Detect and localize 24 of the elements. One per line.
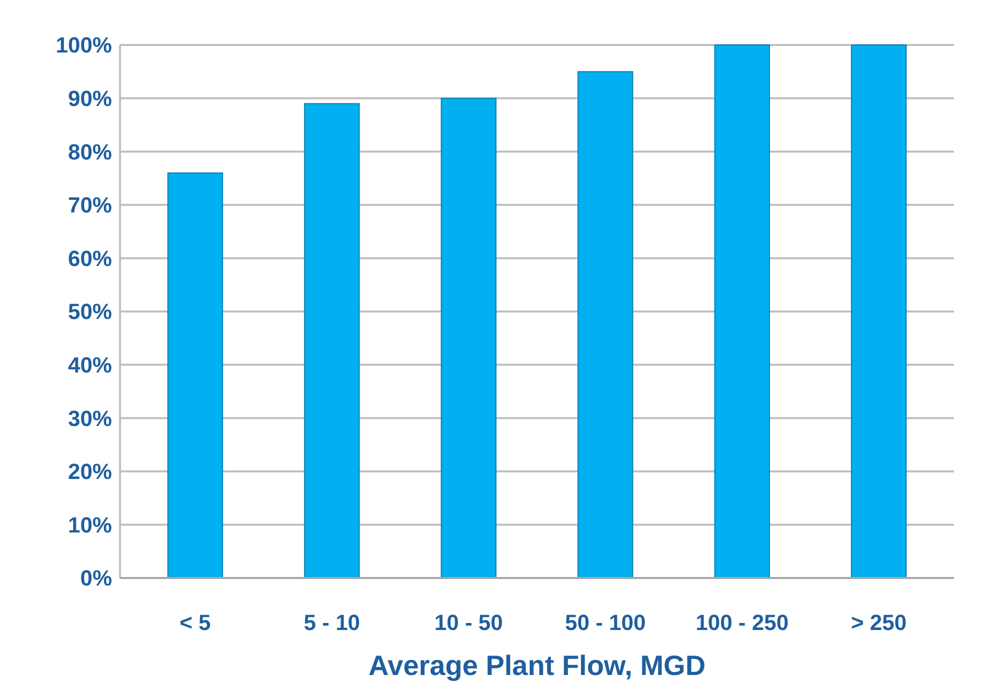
bar [167,172,224,578]
y-tick-label: 40% [68,352,112,378]
y-tick-label: 20% [68,459,112,484]
y-tick-label: 0% [80,566,112,591]
y-tick-label: 90% [68,86,112,111]
x-tick-label: 50 - 100 [564,610,646,635]
bar [850,44,907,578]
y-tick-label: 30% [68,406,112,431]
x-tick-label: 10 - 50 [434,610,503,635]
x-axis-title: Average Plant Flow, MGD [368,650,706,681]
y-tick-label: 70% [68,192,112,218]
y-tick-label: 50% [68,299,112,324]
y-tick-label: 100% [56,32,112,58]
x-tick-label: > 250 [850,610,907,635]
bar [304,103,360,578]
x-tick-label: < 5 [180,610,211,635]
x-tick-label: 100 - 250 [696,610,789,635]
y-tick-label: 60% [68,246,112,271]
bar [578,71,634,578]
y-tick-label: 10% [68,512,112,538]
bar [714,44,770,578]
x-tick-label: 5 - 10 [304,610,360,635]
bar [440,98,496,578]
y-tick-label: 80% [68,139,112,164]
